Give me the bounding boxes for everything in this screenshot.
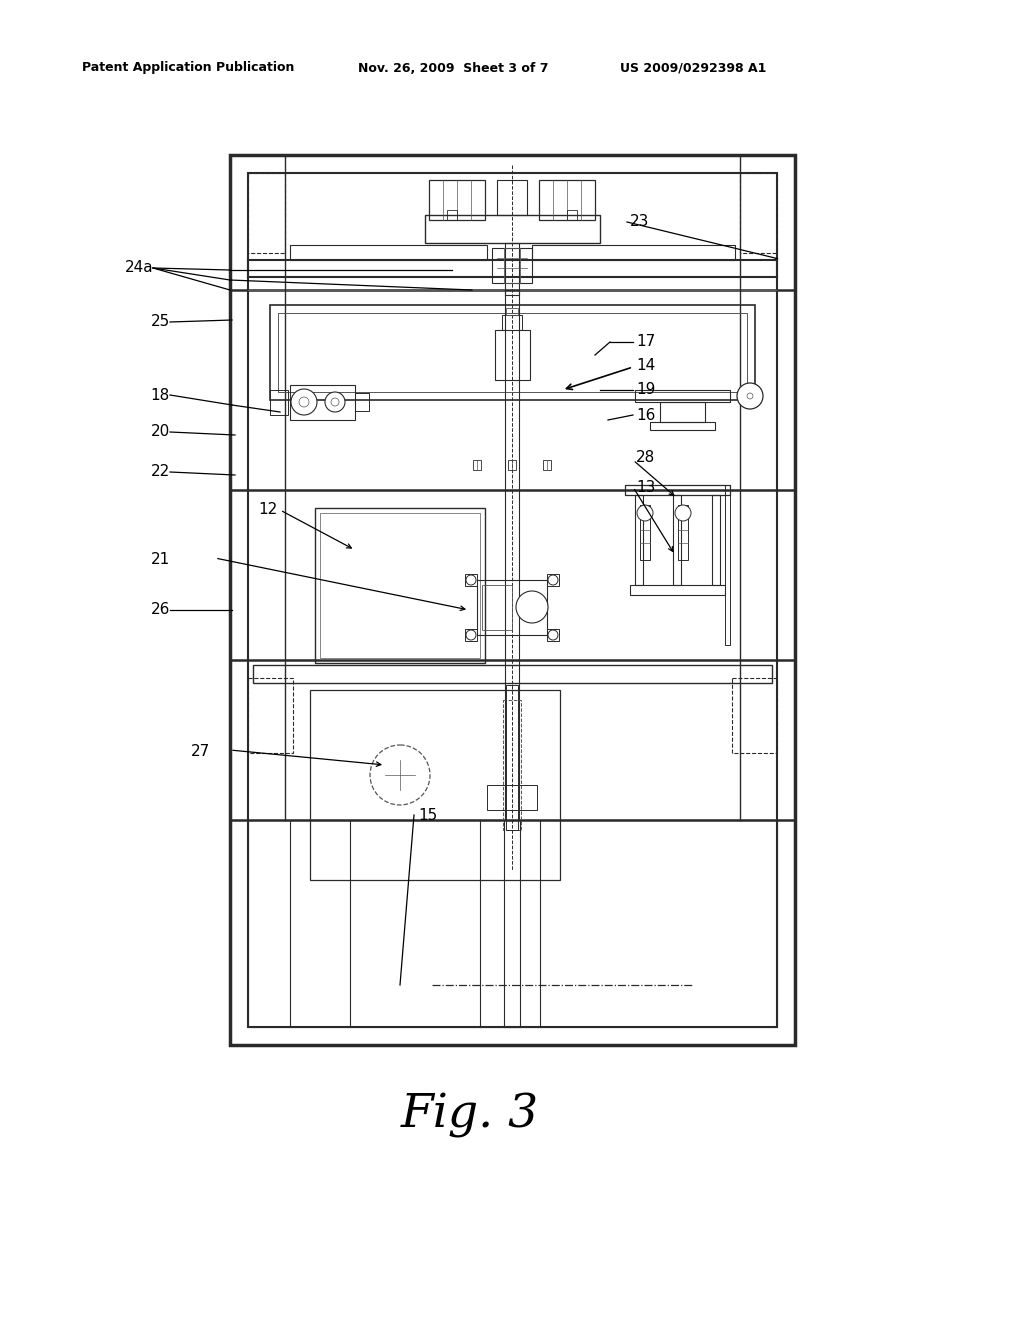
Bar bbox=[505, 290, 519, 490]
Text: Nov. 26, 2009  Sheet 3 of 7: Nov. 26, 2009 Sheet 3 of 7 bbox=[358, 62, 549, 74]
Bar bbox=[270, 305, 755, 400]
Bar bbox=[660, 403, 705, 422]
Text: Patent Application Publication: Patent Application Publication bbox=[82, 62, 294, 74]
Bar bbox=[505, 490, 519, 660]
Circle shape bbox=[466, 630, 476, 640]
Bar bbox=[506, 685, 518, 830]
Bar bbox=[429, 180, 485, 220]
Circle shape bbox=[675, 506, 691, 521]
Circle shape bbox=[299, 397, 309, 407]
Text: 16: 16 bbox=[636, 408, 655, 422]
Circle shape bbox=[370, 744, 430, 805]
Circle shape bbox=[466, 576, 476, 585]
Bar bbox=[447, 210, 457, 220]
Bar bbox=[635, 495, 643, 585]
Bar bbox=[230, 154, 795, 1045]
Text: 21: 21 bbox=[151, 553, 170, 568]
Bar bbox=[253, 665, 772, 682]
Bar bbox=[712, 495, 720, 585]
Bar bbox=[504, 820, 520, 1027]
Bar bbox=[315, 508, 485, 663]
Circle shape bbox=[746, 393, 753, 399]
Text: US 2009/0292398 A1: US 2009/0292398 A1 bbox=[620, 62, 766, 74]
Circle shape bbox=[516, 591, 548, 623]
Text: 23: 23 bbox=[630, 214, 649, 230]
Bar bbox=[248, 678, 293, 752]
Bar bbox=[248, 173, 777, 1027]
Bar bbox=[502, 315, 522, 330]
Bar bbox=[465, 574, 477, 586]
Bar bbox=[640, 506, 650, 560]
Circle shape bbox=[548, 630, 558, 640]
Bar bbox=[506, 308, 518, 315]
Bar bbox=[505, 243, 519, 294]
Bar bbox=[543, 459, 551, 470]
Text: 27: 27 bbox=[190, 744, 210, 759]
Bar bbox=[547, 630, 559, 642]
Bar bbox=[732, 678, 777, 752]
Bar bbox=[487, 785, 537, 810]
Text: 12: 12 bbox=[259, 503, 278, 517]
Bar bbox=[492, 248, 532, 282]
Circle shape bbox=[331, 399, 339, 407]
Bar bbox=[503, 700, 521, 830]
Bar bbox=[278, 313, 746, 392]
Text: 14: 14 bbox=[636, 358, 655, 372]
Bar bbox=[290, 385, 355, 420]
Bar bbox=[508, 459, 516, 470]
Bar bbox=[319, 513, 480, 657]
Text: 17: 17 bbox=[636, 334, 655, 350]
Bar bbox=[497, 180, 527, 215]
Bar bbox=[290, 246, 487, 260]
Circle shape bbox=[325, 392, 345, 412]
Bar bbox=[725, 484, 730, 645]
Bar bbox=[635, 389, 730, 403]
Bar bbox=[477, 579, 547, 635]
Text: 15: 15 bbox=[418, 808, 437, 822]
Bar bbox=[678, 506, 688, 560]
Bar bbox=[473, 459, 481, 470]
Text: 28: 28 bbox=[636, 450, 655, 466]
Circle shape bbox=[548, 576, 558, 585]
Bar bbox=[532, 246, 735, 260]
Bar bbox=[495, 330, 530, 380]
Bar bbox=[425, 215, 600, 243]
Text: 13: 13 bbox=[636, 479, 655, 495]
Bar bbox=[504, 248, 520, 282]
Bar bbox=[673, 495, 681, 585]
Bar bbox=[625, 484, 730, 495]
Circle shape bbox=[291, 389, 317, 414]
Text: Fig. 3: Fig. 3 bbox=[400, 1093, 539, 1138]
Bar bbox=[547, 574, 559, 586]
Text: 25: 25 bbox=[151, 314, 170, 330]
Text: 26: 26 bbox=[151, 602, 170, 618]
Bar bbox=[270, 389, 288, 414]
Bar bbox=[505, 660, 519, 820]
Text: 20: 20 bbox=[151, 425, 170, 440]
Circle shape bbox=[637, 506, 653, 521]
Bar bbox=[248, 820, 777, 1027]
Bar bbox=[248, 173, 285, 253]
Bar bbox=[740, 173, 777, 253]
Text: 22: 22 bbox=[151, 465, 170, 479]
Bar bbox=[310, 690, 560, 880]
Bar bbox=[539, 180, 595, 220]
Circle shape bbox=[737, 383, 763, 409]
Bar bbox=[355, 393, 369, 411]
Text: 18: 18 bbox=[151, 388, 170, 403]
Bar bbox=[650, 422, 715, 430]
Bar bbox=[482, 585, 512, 630]
Text: 24a: 24a bbox=[124, 260, 153, 276]
Bar bbox=[630, 585, 725, 595]
Text: 19: 19 bbox=[636, 383, 655, 397]
Bar bbox=[465, 630, 477, 642]
Bar bbox=[567, 210, 577, 220]
